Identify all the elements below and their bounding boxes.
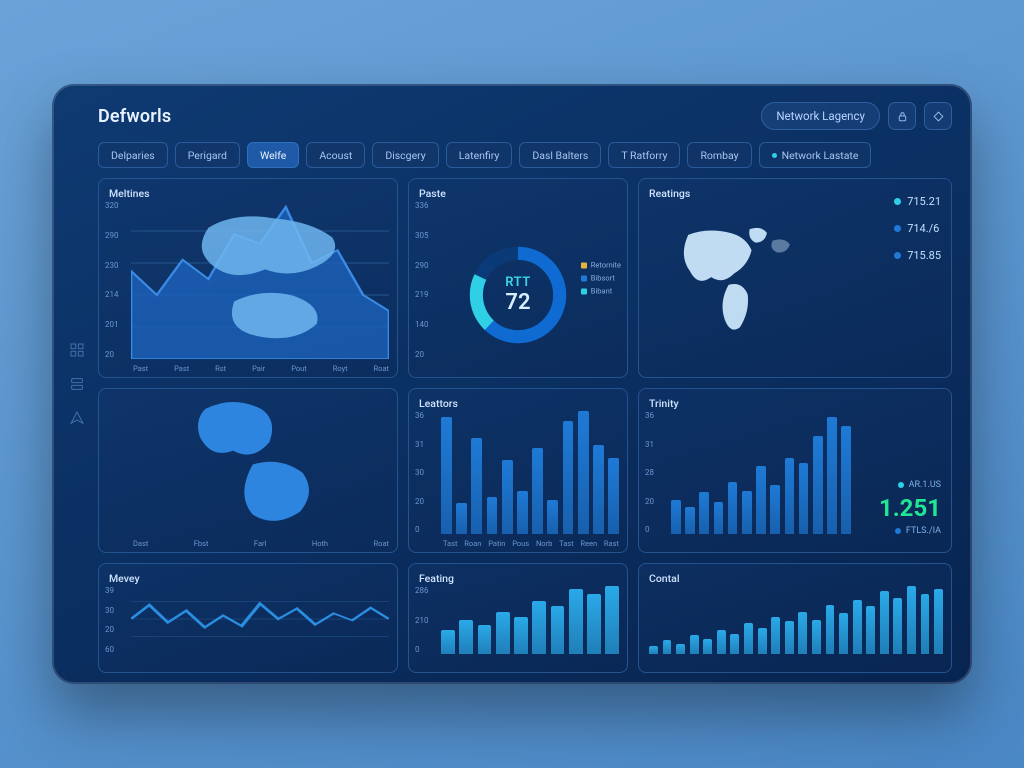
panel-grid: Meltines 32029023021420120 PastPastRstPa… <box>98 178 952 664</box>
panel-title: Leattors <box>419 397 617 410</box>
tab-delparies[interactable]: Delparies <box>98 142 168 168</box>
meltines-chart <box>131 199 389 359</box>
y-axis: 363130200 <box>415 411 424 534</box>
mevey-chart <box>131 584 389 654</box>
tab-network-lastate[interactable]: Network Lastate <box>759 142 872 168</box>
tab-rombay[interactable]: Rombay <box>687 142 751 168</box>
tab-latenfiry[interactable]: Latenfiry <box>446 142 513 168</box>
x-axis: PastPastRstPairPoutRoytRoat <box>133 364 389 373</box>
map-fragment <box>131 395 391 534</box>
x-axis: TastRoanPatinPousNorbTastReenRast <box>443 539 619 548</box>
feating-bars <box>441 586 619 654</box>
tab-label: Delparies <box>111 149 155 162</box>
panel-leftmap: DastFbstFarlHothRoat <box>98 388 398 553</box>
contal-bars <box>649 586 943 654</box>
panel-trinity: Trinity 363128200 AR.1.US 1.251 FTLS./IA <box>638 388 952 553</box>
tab-label: Discgery <box>385 149 425 162</box>
panel-meltines: Meltines 32029023021420120 PastPastRstPa… <box>98 178 398 378</box>
y-axis: 32029023021420120 <box>105 201 119 359</box>
network-pill-label: Network Lagency <box>776 109 865 123</box>
donut-legend: RetorniteBibsortBibant <box>581 261 621 296</box>
panel-reatings: Reatings 715.21714./6715.85 <box>638 178 952 378</box>
diamond-button[interactable] <box>924 102 952 130</box>
y-axis: 39302060 <box>105 586 114 654</box>
diamond-icon <box>932 110 945 123</box>
brand: Defworls <box>98 106 171 127</box>
tab-label: Rombay <box>700 149 738 162</box>
tab-dasl-balters[interactable]: Dasl Balters <box>519 142 601 168</box>
donut-label: RTT <box>505 275 530 290</box>
panel-title: Contal <box>649 572 941 585</box>
trinity-bars <box>671 411 851 534</box>
y-axis: 363128200 <box>645 411 654 534</box>
leattors-bars <box>441 411 619 534</box>
panel-title: Feating <box>419 572 617 585</box>
send-icon[interactable] <box>69 410 85 426</box>
tab-label: Dasl Balters <box>532 149 588 162</box>
tab-label: T Ratforry <box>621 149 667 162</box>
tab-label: Welfe <box>260 149 286 162</box>
dashboard-device: Defworls Network Lagency Delparies Periga… <box>52 84 972 684</box>
lock-icon <box>896 110 909 123</box>
lock-button[interactable] <box>888 102 916 130</box>
trinity-stat: AR.1.US 1.251 FTLS./IA <box>879 480 941 536</box>
panel-feating: Feating 2862100 <box>408 563 628 673</box>
grid-icon[interactable] <box>69 342 85 358</box>
tab-acoust[interactable]: Acoust <box>306 142 365 168</box>
panel-title: Paste <box>419 187 617 200</box>
layers-icon[interactable] <box>69 376 85 392</box>
header: Defworls Network Lagency <box>98 102 952 130</box>
tab-label: Latenfiry <box>459 149 500 162</box>
stat-value: 1.251 <box>879 494 941 522</box>
world-map <box>669 199 861 363</box>
network-pill[interactable]: Network Lagency <box>761 102 880 130</box>
panel-title: Trinity <box>649 397 941 410</box>
tabs: Delparies Perigard Welfe Acoust Discgery Late… <box>98 142 952 168</box>
panel-paste: Paste 33630529021914020 RTT 72 Retornite… <box>408 178 628 378</box>
y-axis: 2862100 <box>415 586 429 654</box>
tab-discgery[interactable]: Discgery <box>372 142 438 168</box>
tab-label: Perigard <box>188 149 227 162</box>
panel-mevey: Mevey 39302060 <box>98 563 398 673</box>
tab-perigard[interactable]: Perigard <box>175 142 240 168</box>
donut-value: 72 <box>505 290 530 315</box>
tab-welfe[interactable]: Welfe <box>247 142 299 168</box>
tab-label: Network Lastate <box>782 149 859 162</box>
stat-label-top: AR.1.US <box>909 480 941 490</box>
x-axis: DastFbstFarlHothRoat <box>133 539 389 548</box>
y-axis: 33630529021914020 <box>415 201 429 359</box>
panel-contal: Contal <box>638 563 952 673</box>
panel-leattors: Leattors 363130200 TastRoanPatinPousNorb… <box>408 388 628 553</box>
stat-label-bottom: FTLS./IA <box>906 526 941 536</box>
tab-label: Acoust <box>319 149 352 162</box>
tab-t-ratforry[interactable]: T Ratforry <box>608 142 680 168</box>
side-rail <box>62 84 92 684</box>
reatings-stats: 715.21714./6715.85 <box>894 195 941 262</box>
